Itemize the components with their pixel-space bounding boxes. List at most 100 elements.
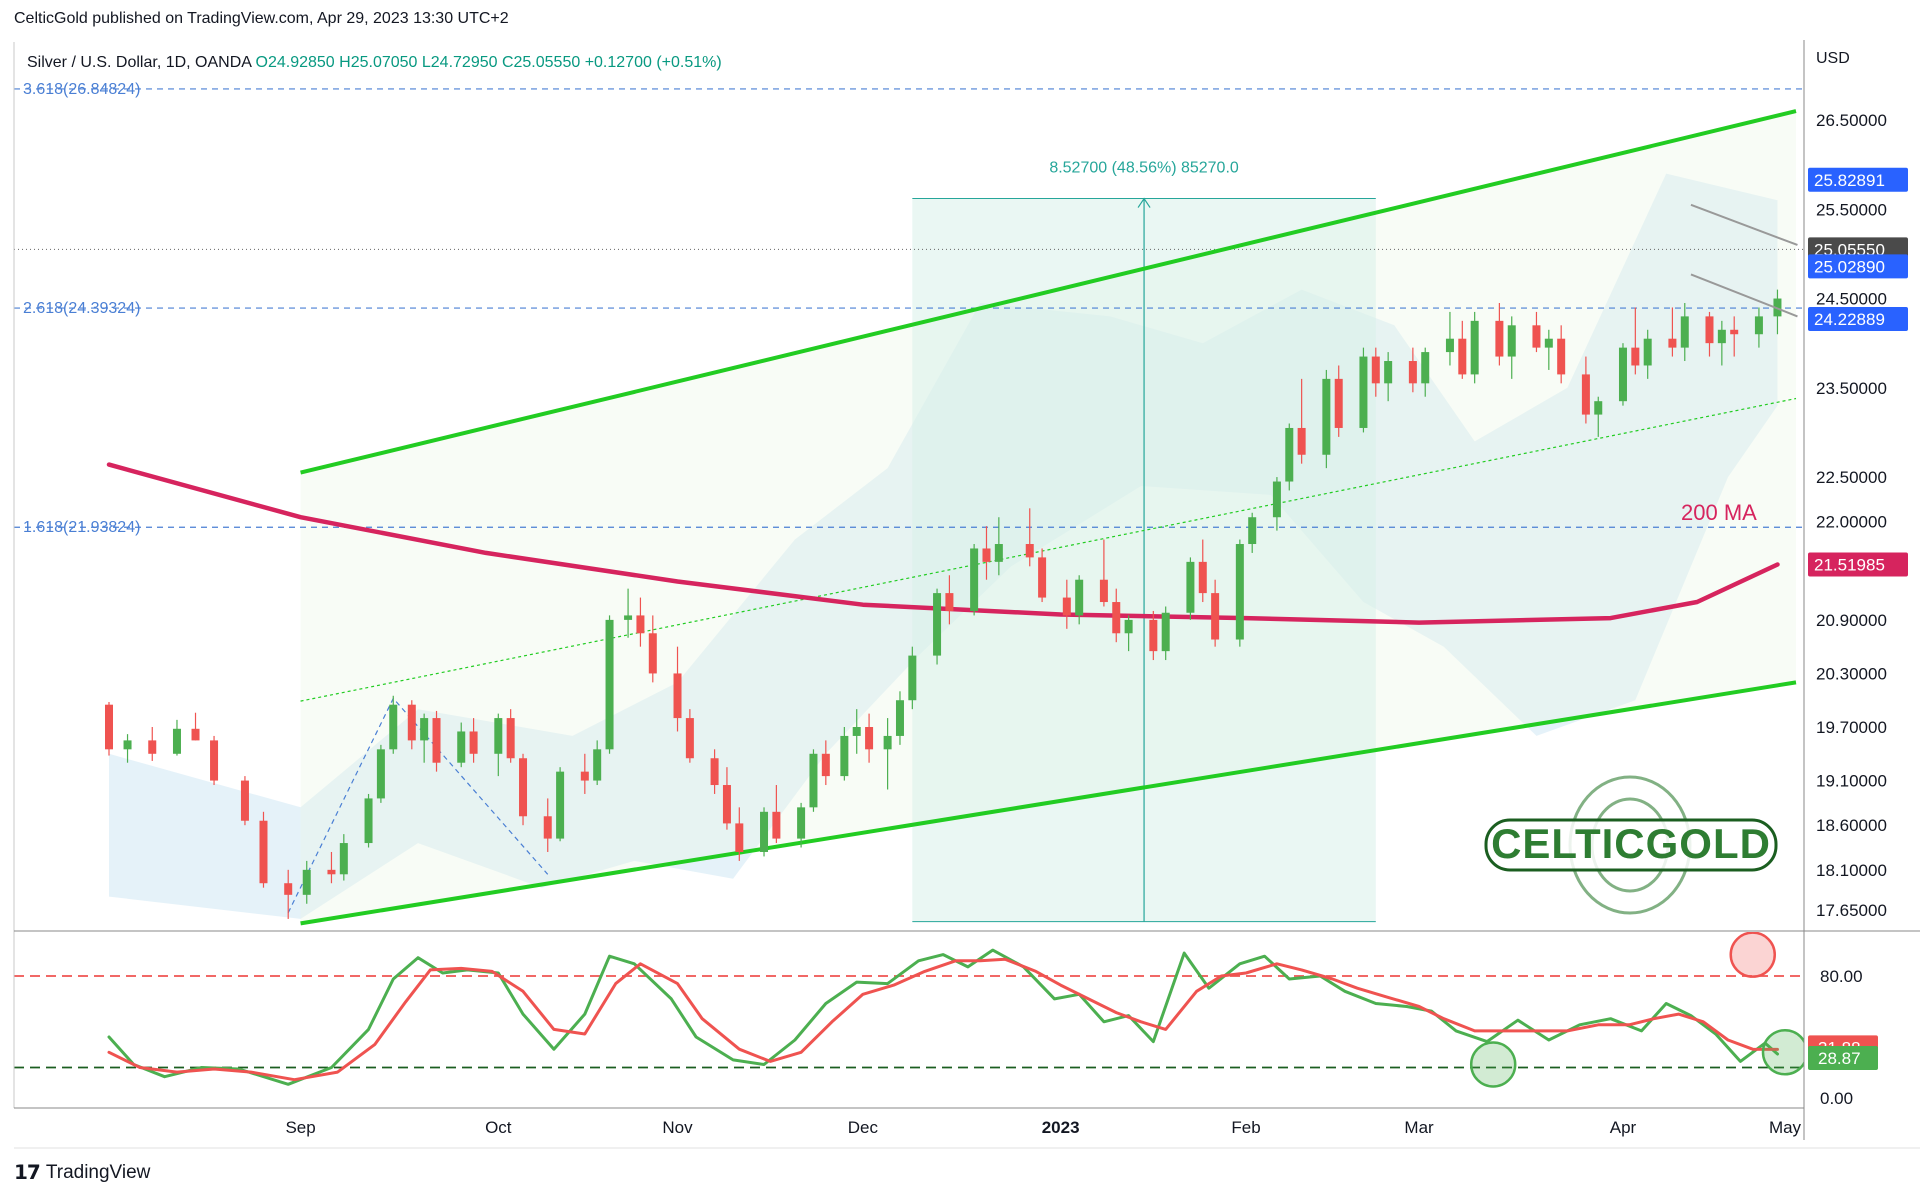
candle	[624, 588, 633, 638]
candle	[1705, 311, 1714, 357]
candle-body	[580, 771, 589, 781]
x-tick-label: 2023	[1042, 1118, 1080, 1137]
candle-body	[1495, 320, 1504, 357]
candle-body	[1248, 517, 1257, 545]
candle-body	[648, 633, 657, 674]
y-tick-label: 25.50000	[1816, 200, 1887, 219]
channel-mid-line	[300, 397, 1797, 702]
candle	[735, 807, 744, 861]
candle-body	[210, 740, 219, 781]
candle-body	[1421, 352, 1430, 384]
candle-body	[494, 718, 503, 754]
channel-lower-line	[300, 680, 1797, 926]
y-tick-label: 24.50000	[1816, 290, 1887, 309]
candle	[1198, 539, 1207, 603]
candle	[710, 749, 719, 794]
candle-body	[970, 548, 979, 611]
candle	[543, 798, 552, 852]
flag-lower-line	[1690, 273, 1798, 318]
price-badge-label: 25.82891	[1814, 171, 1885, 190]
fib-level-label: 1.618(21.93824)	[23, 519, 140, 536]
candle-body	[364, 798, 373, 844]
candle-body	[1631, 347, 1640, 366]
candle-body	[1680, 316, 1689, 348]
candle	[1124, 615, 1133, 652]
ohlc-high: H25.07050	[339, 54, 422, 71]
candle	[883, 718, 892, 790]
candle-body	[302, 869, 311, 895]
candle-body	[883, 735, 892, 750]
measure-label: 8.52700 (48.56%) 85270.0	[1049, 160, 1239, 177]
candle	[1495, 302, 1504, 366]
candle	[1161, 606, 1170, 661]
candle-body	[1334, 378, 1343, 428]
ohlc-low: L24.72950	[422, 54, 502, 71]
price-badge-label: 24.22889	[1814, 310, 1885, 329]
stoch-d-line	[107, 957, 1779, 1082]
stoch-k-line	[107, 948, 1779, 1086]
candle-body	[908, 655, 917, 701]
candle	[376, 744, 385, 803]
candle	[1384, 352, 1393, 402]
candle	[240, 776, 249, 826]
candle	[1272, 477, 1281, 531]
candle	[1631, 307, 1640, 375]
stoch-badge	[1808, 1045, 1878, 1070]
candle	[1038, 548, 1047, 603]
candle-body	[1235, 544, 1244, 640]
candle-body	[191, 728, 200, 741]
symbol-name: Silver / U.S. Dollar, 1D, OANDA	[27, 54, 256, 71]
candle-body	[420, 718, 429, 741]
candle-body	[432, 718, 441, 763]
candle-body	[840, 735, 849, 777]
candle	[1754, 307, 1763, 348]
candle	[908, 646, 917, 710]
candle	[210, 735, 219, 786]
candle	[821, 740, 830, 786]
candle-body	[1186, 561, 1195, 613]
candle-body	[809, 753, 818, 808]
candle	[284, 869, 293, 919]
ma200-label: 200 MA	[1681, 500, 1757, 525]
candle	[1618, 343, 1627, 406]
candle	[519, 753, 528, 826]
tradingview-footer: 𝟭𝟳 TradingView	[14, 1160, 150, 1185]
candle	[1334, 365, 1343, 437]
candle	[1470, 311, 1479, 384]
y-tick-label: 18.10000	[1816, 861, 1887, 880]
candle	[1643, 329, 1652, 379]
candle-body	[1717, 329, 1726, 344]
candle-body	[1408, 361, 1417, 384]
candle-body	[376, 749, 385, 799]
candle	[389, 695, 398, 754]
candle	[191, 712, 200, 741]
publisher-header: CelticGold published on TradingView.com,…	[14, 10, 509, 27]
candle-body	[327, 869, 336, 875]
stoch-y-tick-label: 0.00	[1820, 1089, 1853, 1108]
candle-body	[1371, 356, 1380, 384]
candle	[809, 749, 818, 812]
candle-body	[543, 816, 552, 839]
y-tick-label: 20.30000	[1816, 664, 1887, 683]
candle-body	[624, 615, 633, 620]
candle	[865, 713, 874, 763]
y-tick-label: 26.50000	[1816, 111, 1887, 130]
candle	[933, 588, 942, 665]
ohlc-close: C25.05550	[502, 54, 585, 71]
ma200-line	[106, 462, 1780, 625]
candle	[1112, 588, 1121, 643]
candle-body	[1458, 338, 1467, 375]
candle-body	[852, 727, 861, 736]
candle-body	[556, 771, 565, 839]
candle	[1062, 579, 1071, 629]
candle-body	[1507, 325, 1516, 357]
signal-circle	[1729, 932, 1776, 978]
y-tick-label: 22.00000	[1816, 513, 1887, 532]
candle	[469, 718, 478, 763]
candle	[1248, 512, 1257, 553]
candle-body	[710, 758, 719, 786]
candle-body	[994, 544, 1003, 562]
candle-body	[1544, 338, 1553, 348]
measure-arrow-head	[1137, 197, 1151, 208]
